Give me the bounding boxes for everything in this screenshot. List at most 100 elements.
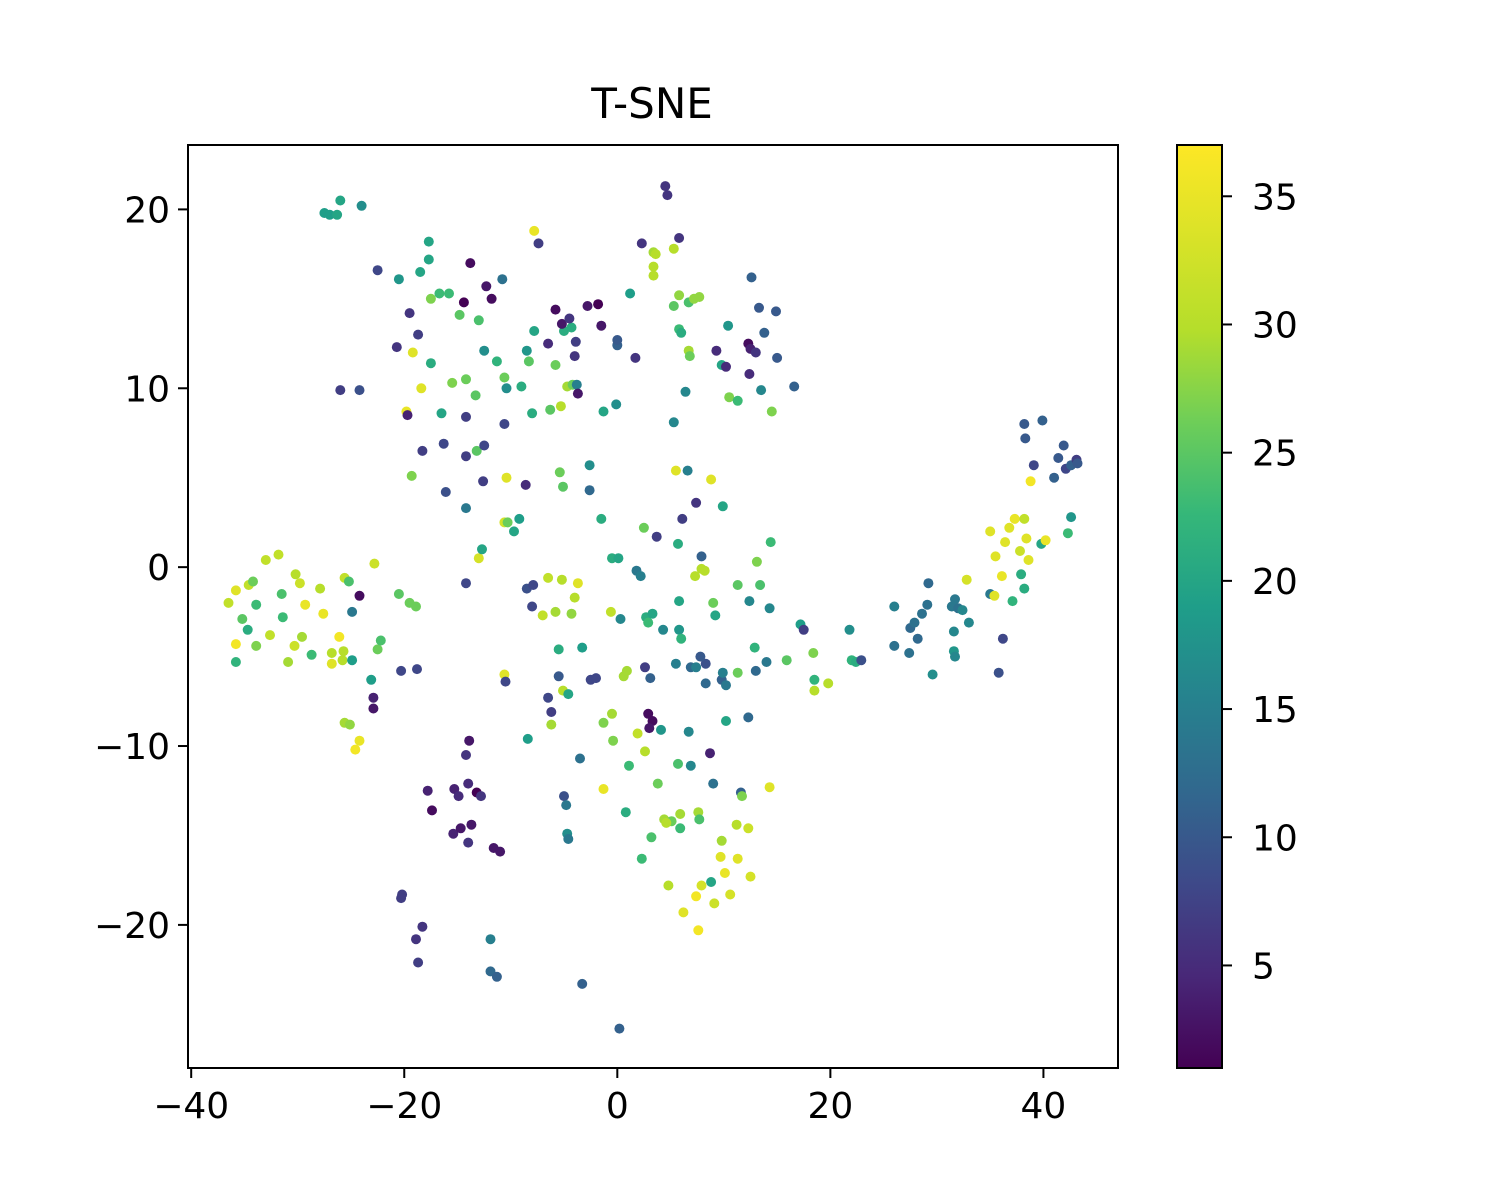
data-point — [598, 717, 609, 728]
data-point — [668, 243, 679, 254]
data-point — [674, 290, 685, 301]
data-point — [756, 385, 767, 396]
data-point — [354, 385, 365, 396]
data-point — [391, 342, 402, 353]
colorbar — [1176, 144, 1223, 1069]
data-point — [473, 315, 484, 326]
data-point — [997, 633, 1008, 644]
data-point — [350, 744, 361, 755]
data-point — [584, 485, 595, 496]
data-point — [463, 837, 474, 848]
colorbar-tick-label: 15 — [1252, 690, 1298, 731]
data-point — [550, 606, 561, 617]
data-point — [559, 791, 569, 802]
data-point — [844, 624, 855, 635]
data-point — [326, 658, 337, 669]
y-tick-label: −20 — [94, 906, 170, 947]
data-point — [611, 399, 622, 410]
colorbar-tick-label: 25 — [1252, 434, 1298, 475]
data-point — [731, 819, 742, 830]
data-point — [563, 834, 574, 844]
data-point — [708, 597, 719, 608]
data-point — [404, 308, 415, 319]
y-tick-label: 10 — [124, 369, 170, 410]
data-point — [725, 889, 736, 900]
data-point — [750, 347, 761, 358]
data-point — [1025, 476, 1036, 487]
data-point — [922, 599, 933, 610]
data-point — [923, 578, 934, 589]
data-point — [577, 642, 588, 653]
data-point — [662, 190, 673, 201]
data-point — [694, 292, 705, 302]
data-point — [273, 549, 284, 560]
data-point — [556, 318, 567, 329]
data-point — [265, 630, 275, 641]
data-point — [1049, 472, 1060, 483]
data-point — [335, 385, 346, 396]
data-point — [554, 467, 565, 478]
data-point — [283, 657, 294, 667]
data-point — [527, 601, 538, 612]
data-point — [563, 689, 574, 700]
data-point — [476, 791, 486, 802]
data-point — [1015, 546, 1025, 556]
data-point — [912, 633, 923, 644]
data-point — [411, 601, 421, 612]
data-point — [715, 851, 726, 862]
data-point — [640, 746, 650, 757]
data-point — [561, 800, 572, 811]
data-point — [732, 580, 743, 590]
data-point — [396, 893, 407, 904]
scatter-points — [223, 181, 1083, 1034]
data-point — [705, 748, 715, 759]
y-axis: −20 −10 0 10 20 — [94, 190, 188, 947]
data-point — [332, 209, 343, 220]
data-point — [423, 236, 434, 247]
x-tick-label: −40 — [153, 1086, 229, 1127]
data-point — [656, 724, 666, 735]
data-point — [448, 828, 459, 839]
data-point — [755, 580, 766, 590]
data-point — [417, 445, 428, 456]
data-point — [461, 451, 471, 462]
data-point — [759, 327, 770, 338]
data-point — [464, 735, 475, 746]
data-point — [555, 401, 566, 412]
x-tick-label: 20 — [807, 1086, 853, 1127]
data-point — [529, 326, 540, 336]
data-point — [706, 877, 717, 887]
data-point — [553, 644, 564, 655]
data-point — [750, 665, 761, 676]
data-point — [620, 807, 631, 818]
data-point — [521, 345, 532, 356]
data-point — [683, 726, 694, 737]
data-point — [529, 225, 540, 236]
data-point — [677, 513, 688, 524]
data-point — [440, 487, 451, 497]
data-point — [543, 338, 554, 349]
data-point — [425, 358, 436, 369]
data-point — [670, 658, 681, 669]
data-point — [605, 606, 616, 617]
data-point — [372, 644, 383, 655]
data-point — [635, 571, 646, 582]
data-point — [495, 846, 506, 857]
data-point — [277, 612, 288, 623]
data-point — [708, 778, 719, 789]
data-point — [717, 667, 728, 678]
data-point — [663, 880, 674, 891]
data-point — [607, 708, 617, 719]
data-point — [1028, 460, 1039, 471]
y-tick-label: 0 — [147, 548, 170, 589]
data-point — [675, 823, 686, 834]
data-point — [640, 662, 650, 673]
data-point — [533, 238, 544, 249]
y-tick-label: 20 — [124, 190, 170, 231]
data-point — [700, 678, 711, 689]
data-point — [402, 410, 413, 421]
data-point — [766, 406, 777, 417]
data-point — [630, 352, 641, 363]
data-point — [1004, 522, 1015, 533]
data-point — [491, 971, 502, 982]
